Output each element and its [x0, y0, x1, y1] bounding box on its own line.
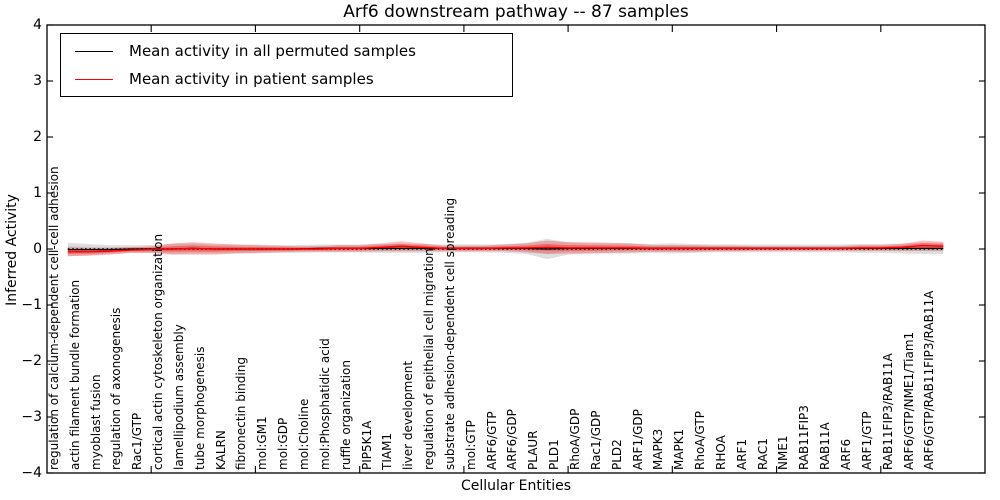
chart-title: Arf6 downstream pathway -- 87 samples	[343, 2, 689, 22]
legend-line-sample-black	[75, 50, 113, 52]
legend-item-patient: Mean activity in patient samples	[61, 65, 512, 93]
y-axis-label: Inferred Activity	[4, 194, 20, 306]
legend-label: Mean activity in all permuted samples	[129, 42, 416, 60]
x-axis-label: Cellular Entities	[460, 478, 572, 494]
legend-label: Mean activity in patient samples	[129, 70, 374, 88]
patient-mean-line	[67, 244, 944, 253]
legend-item-permuted: Mean activity in all permuted samples	[61, 37, 512, 65]
legend: Mean activity in all permuted samples Me…	[60, 33, 513, 97]
legend-line-sample-red	[75, 78, 113, 80]
